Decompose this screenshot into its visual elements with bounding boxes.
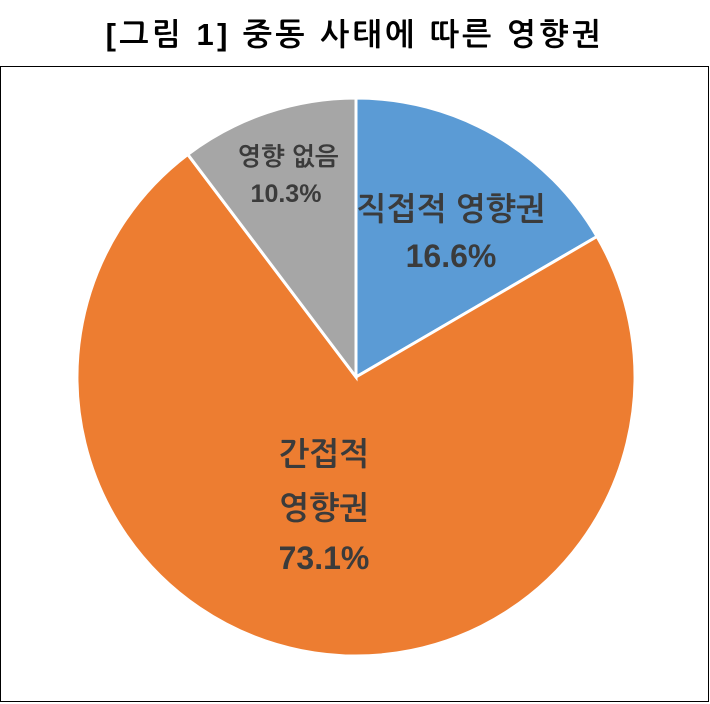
svg-text:16.6%: 16.6% (406, 238, 497, 274)
svg-text:10.3%: 10.3% (251, 180, 322, 208)
svg-text:영향권: 영향권 (279, 490, 369, 526)
svg-text:73.1%: 73.1% (279, 540, 370, 576)
svg-text:직접적 영향권: 직접적 영향권 (356, 191, 545, 227)
svg-text:영향 없음: 영향 없음 (238, 143, 339, 171)
svg-text:간접적: 간접적 (279, 436, 369, 472)
